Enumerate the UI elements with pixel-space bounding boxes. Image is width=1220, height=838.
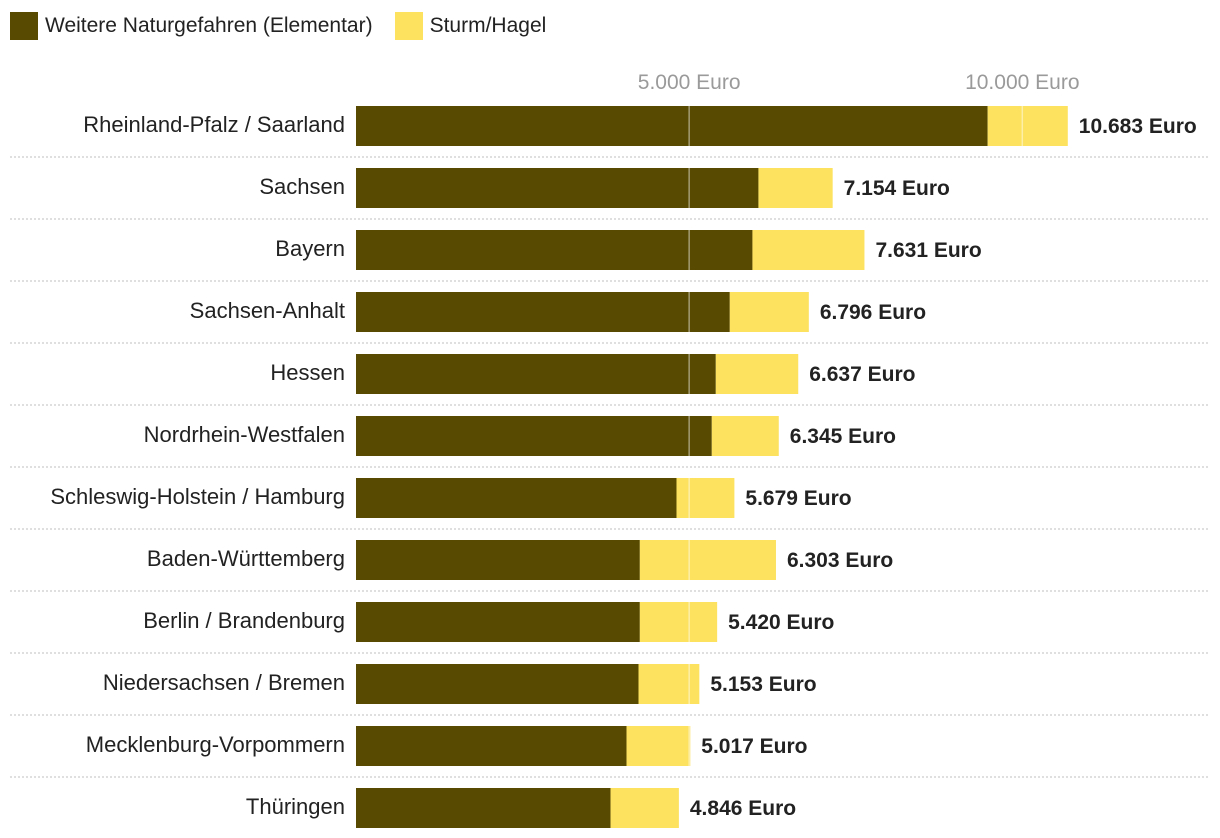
bar-segment-sturm	[987, 106, 1068, 146]
total-value-label: 7.631 Euro	[875, 239, 981, 262]
total-value-label: 4.846 Euro	[690, 797, 796, 820]
bar-segment-elementar	[356, 416, 712, 456]
x-tick-label: 5.000 Euro	[638, 71, 741, 94]
bar-segment-elementar	[356, 354, 716, 394]
legend-label-elementar: Weitere Naturgefahren (Elementar)	[45, 14, 373, 37]
legend-swatch-elementar	[10, 12, 38, 40]
bar-segment-elementar	[356, 602, 640, 642]
bar-segment-sturm	[638, 664, 700, 704]
legend-item-elementar: Weitere Naturgefahren (Elementar)	[10, 12, 373, 40]
bar-segment-elementar	[356, 478, 677, 518]
total-value-label: 5.017 Euro	[701, 735, 807, 758]
bar-segment-sturm	[729, 292, 809, 332]
bar-segment-sturm	[711, 416, 779, 456]
category-label: Thüringen	[246, 794, 345, 819]
bar-segment-sturm	[639, 540, 776, 580]
bar-segment-elementar	[356, 230, 753, 270]
x-tick-label: 10.000 Euro	[965, 71, 1079, 94]
bar-segment-sturm	[626, 726, 691, 766]
bar-segment-sturm	[676, 478, 735, 518]
total-value-label: 6.345 Euro	[790, 425, 896, 448]
category-label: Schleswig-Holstein / Hamburg	[50, 484, 345, 509]
bar-segment-sturm	[758, 168, 833, 208]
bar-segment-sturm	[610, 788, 679, 828]
bar-segment-elementar	[356, 788, 611, 828]
category-label: Sachsen	[259, 174, 345, 199]
legend: Weitere Naturgefahren (Elementar) Sturm/…	[10, 12, 568, 40]
bar-segment-elementar	[356, 726, 627, 766]
bar-segment-sturm	[752, 230, 865, 270]
total-value-label: 6.637 Euro	[809, 363, 915, 386]
category-label: Hessen	[270, 360, 345, 385]
legend-item-sturm: Sturm/Hagel	[394, 12, 547, 40]
category-label: Bayern	[275, 236, 345, 261]
category-label: Berlin / Brandenburg	[143, 608, 345, 633]
bar-segment-elementar	[356, 168, 759, 208]
legend-swatch-sturm	[394, 12, 423, 40]
category-label: Niedersachsen / Bremen	[103, 670, 345, 695]
bar-segment-sturm	[639, 602, 718, 642]
bar-segment-sturm	[715, 354, 799, 394]
category-label: Mecklenburg-Vorpommern	[86, 732, 345, 757]
total-value-label: 5.420 Euro	[728, 611, 834, 634]
bar-segment-elementar	[356, 106, 988, 146]
bar-segment-elementar	[356, 664, 639, 704]
category-label: Rheinland-Pfalz / Saarland	[83, 112, 345, 137]
category-label: Nordrhein-Westfalen	[144, 422, 345, 447]
bar-segment-elementar	[356, 292, 730, 332]
total-value-label: 10.683 Euro	[1079, 115, 1197, 138]
total-value-label: 6.796 Euro	[820, 301, 926, 324]
total-value-label: 5.679 Euro	[745, 487, 851, 510]
category-label: Baden-Württemberg	[147, 546, 345, 571]
legend-label-sturm: Sturm/Hagel	[429, 14, 547, 37]
bar-segment-elementar	[356, 540, 640, 580]
total-value-label: 6.303 Euro	[787, 549, 893, 572]
total-value-label: 7.154 Euro	[844, 177, 950, 200]
total-value-label: 5.153 Euro	[710, 673, 816, 696]
category-label: Sachsen-Anhalt	[190, 298, 345, 323]
